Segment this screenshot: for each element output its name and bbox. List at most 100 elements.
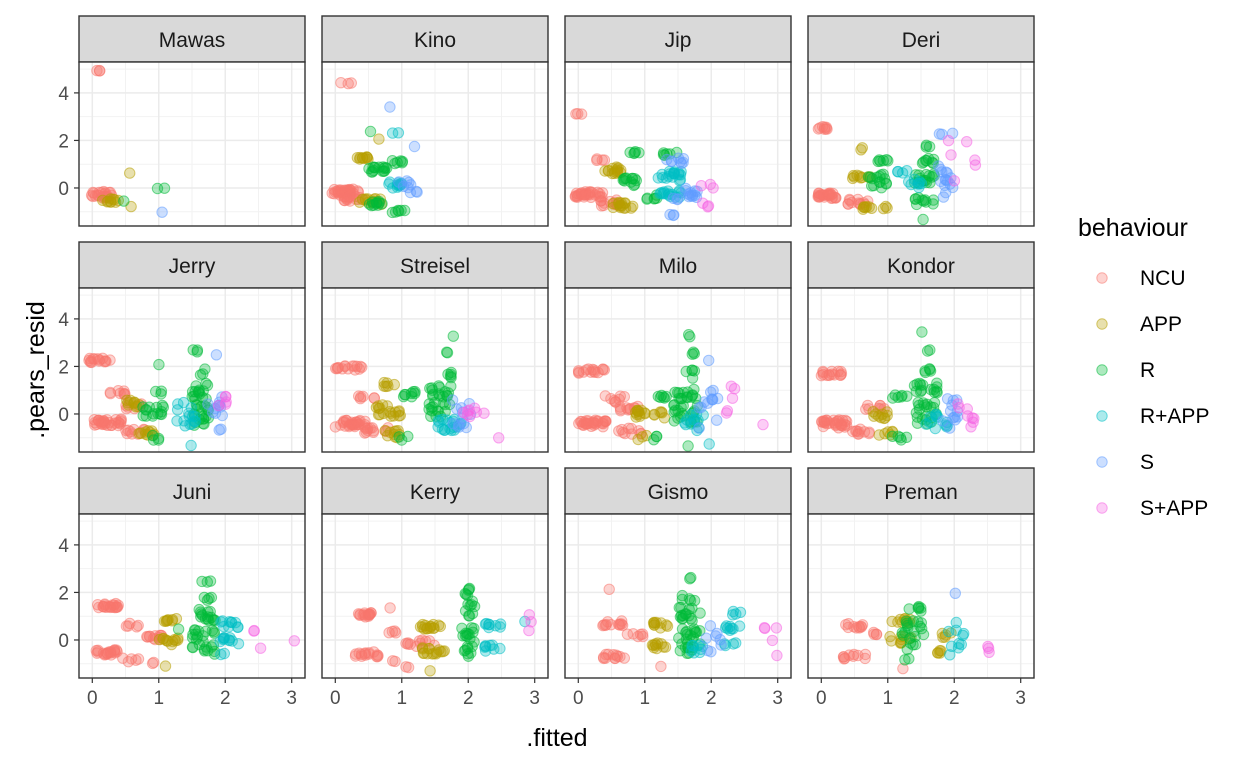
data-points	[597, 571, 783, 673]
data-point	[682, 188, 694, 200]
data-point	[575, 108, 588, 120]
data-point	[904, 637, 917, 649]
data-point	[649, 638, 662, 650]
data-point	[357, 390, 369, 403]
data-point	[384, 101, 396, 113]
data-point	[953, 402, 965, 414]
data-point	[110, 597, 122, 610]
data-point	[727, 609, 739, 621]
data-point	[945, 640, 958, 652]
legend-item: S+APP	[1096, 497, 1208, 520]
data-point	[733, 620, 746, 632]
data-point	[598, 652, 610, 665]
data-point	[194, 369, 207, 381]
data-point	[915, 177, 928, 190]
data-point	[715, 639, 727, 651]
data-point	[614, 618, 626, 630]
data-point	[402, 661, 415, 674]
data-point	[216, 615, 229, 627]
data-point	[899, 654, 911, 666]
data-point	[686, 189, 699, 201]
data-point	[386, 127, 399, 139]
data-point	[446, 394, 459, 406]
data-point	[161, 615, 173, 627]
data-point	[874, 176, 886, 189]
data-point	[373, 197, 385, 209]
facet-panel: Milo	[564, 241, 792, 453]
legend-key	[1096, 272, 1108, 284]
data-point	[140, 426, 152, 438]
data-point	[523, 624, 535, 637]
data-point	[949, 411, 961, 423]
data-point	[682, 440, 694, 452]
data-point	[373, 133, 385, 145]
data-point	[461, 408, 474, 421]
x-tick-label: 0	[816, 688, 827, 709]
data-point	[911, 411, 924, 423]
data-point	[858, 426, 871, 438]
data-points	[569, 108, 719, 222]
data-point	[591, 154, 603, 167]
data-point	[932, 160, 945, 172]
data-point	[389, 206, 402, 218]
data-point	[124, 167, 136, 179]
data-point	[695, 180, 707, 192]
data-point	[198, 645, 211, 657]
data-point	[706, 393, 718, 405]
data-point	[721, 405, 734, 417]
data-point	[132, 619, 144, 632]
facet-strip	[807, 241, 1035, 289]
data-point	[886, 430, 899, 442]
data-point	[848, 171, 860, 183]
data-point	[121, 394, 133, 406]
data-point	[367, 164, 380, 177]
data-point	[118, 195, 130, 207]
data-point	[229, 616, 242, 629]
legend-label: NCU	[1140, 267, 1186, 290]
legend-item: APP	[1096, 313, 1182, 336]
data-points	[349, 582, 537, 677]
data-point	[402, 430, 414, 443]
facet-strip	[564, 241, 792, 289]
data-point	[225, 616, 237, 628]
data-point	[705, 646, 717, 658]
data-point	[447, 418, 459, 430]
facet-label: Deri	[902, 29, 941, 52]
data-point	[648, 409, 661, 421]
data-point	[945, 149, 957, 161]
data-point	[212, 399, 225, 412]
data-point	[166, 635, 179, 648]
data-point	[711, 392, 724, 405]
data-point	[944, 422, 956, 434]
x-tick-label: 2	[949, 688, 960, 709]
facet-strip	[321, 15, 549, 63]
data-point	[647, 639, 660, 651]
data-point	[602, 616, 614, 628]
data-point	[654, 188, 666, 200]
data-point	[445, 371, 457, 384]
data-point	[657, 171, 669, 184]
data-point	[98, 649, 111, 661]
data-point	[983, 646, 995, 658]
data-point	[363, 608, 376, 621]
x-tick-label: 1	[882, 688, 893, 709]
x-tick-label: 2	[220, 688, 231, 709]
data-point	[447, 330, 459, 342]
data-point	[925, 383, 937, 396]
data-point	[912, 396, 924, 409]
data-point	[432, 414, 445, 427]
data-point	[192, 386, 205, 398]
data-point	[91, 64, 103, 77]
data-point	[827, 187, 839, 200]
data-point	[942, 134, 955, 147]
data-point	[920, 418, 932, 430]
data-point	[609, 652, 621, 665]
data-point	[84, 356, 97, 368]
data-point	[386, 625, 399, 638]
data-point	[900, 615, 912, 627]
y-tick-label: 4	[58, 310, 69, 331]
data-point	[140, 410, 152, 422]
data-point	[368, 199, 380, 211]
data-point	[391, 156, 403, 169]
